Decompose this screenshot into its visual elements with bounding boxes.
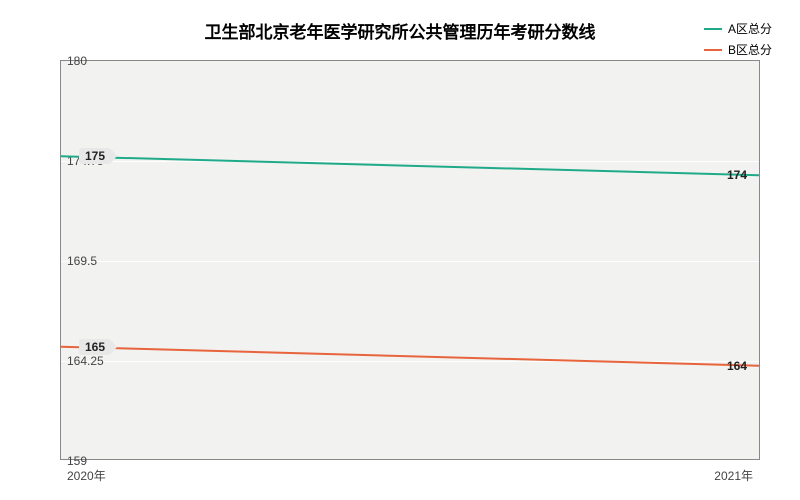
data-label: 174 xyxy=(721,167,753,183)
data-label: 175 xyxy=(79,148,111,164)
legend-label-b: B区总分 xyxy=(728,41,772,58)
y-tick-label: 164.25 xyxy=(67,354,104,368)
x-tick-label: 2021年 xyxy=(714,467,753,484)
gridline xyxy=(61,261,759,262)
chart-title: 卫生部北京老年医学研究所公共管理历年考研分数线 xyxy=(0,18,800,43)
gridline xyxy=(61,161,759,162)
y-tick-label: 169.5 xyxy=(67,254,97,268)
legend-label-a: A区总分 xyxy=(728,20,772,37)
data-label: 165 xyxy=(79,339,111,355)
legend-swatch-b xyxy=(704,49,722,51)
y-tick-label: 180 xyxy=(67,54,87,68)
legend: A区总分 B区总分 xyxy=(704,20,772,62)
legend-swatch-a xyxy=(704,28,722,30)
y-tick-label: 159 xyxy=(67,454,87,468)
chart-container: 卫生部北京老年医学研究所公共管理历年考研分数线 A区总分 B区总分 159 164… xyxy=(0,0,800,500)
data-label: 164 xyxy=(721,358,753,374)
x-tick-label: 2020年 xyxy=(67,467,106,484)
legend-item-b: B区总分 xyxy=(704,41,772,58)
plot-area: 159164.25169.5174.751802020年2021年1751741… xyxy=(60,60,760,460)
legend-item-a: A区总分 xyxy=(704,20,772,37)
gridline xyxy=(61,361,759,362)
